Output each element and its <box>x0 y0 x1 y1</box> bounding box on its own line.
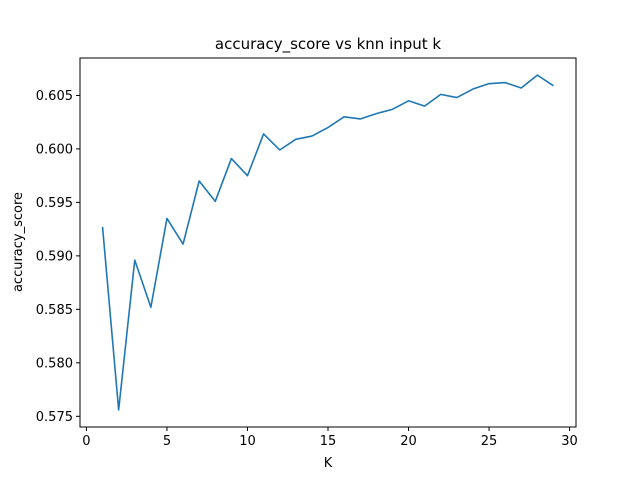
x-tick-label: 15 <box>320 434 337 449</box>
y-tick-label: 0.585 <box>36 303 73 318</box>
series-layer <box>101 74 554 411</box>
x-axis-label: K <box>324 456 333 471</box>
x-tick-label: 10 <box>239 434 256 449</box>
y-tick-label: 0.600 <box>36 142 73 157</box>
x-tick-label: 30 <box>561 434 578 449</box>
x-tick-label: 20 <box>400 434 417 449</box>
x-tick-label: 25 <box>481 434 498 449</box>
y-axis-ticks: 0.575 0.580 0.585 0.590 0.595 0.600 0.605 <box>36 89 80 425</box>
plot-area <box>80 58 576 427</box>
y-tick-label: 0.605 <box>36 89 73 104</box>
y-tick-label: 0.595 <box>36 196 73 211</box>
x-tick-label: 5 <box>163 434 171 449</box>
series-line-0 <box>101 74 554 411</box>
plot-frame <box>79 57 577 428</box>
x-axis-ticks: 0 5 10 15 20 25 30 <box>82 427 578 449</box>
y-axis-label: accuracy_score <box>11 192 26 292</box>
chart-title: accuracy_score vs knn input k <box>215 35 442 54</box>
y-tick-label: 0.580 <box>36 356 73 371</box>
y-tick-label: 0.575 <box>36 410 73 425</box>
y-tick-label: 0.590 <box>36 249 73 264</box>
x-tick-label: 0 <box>82 434 90 449</box>
